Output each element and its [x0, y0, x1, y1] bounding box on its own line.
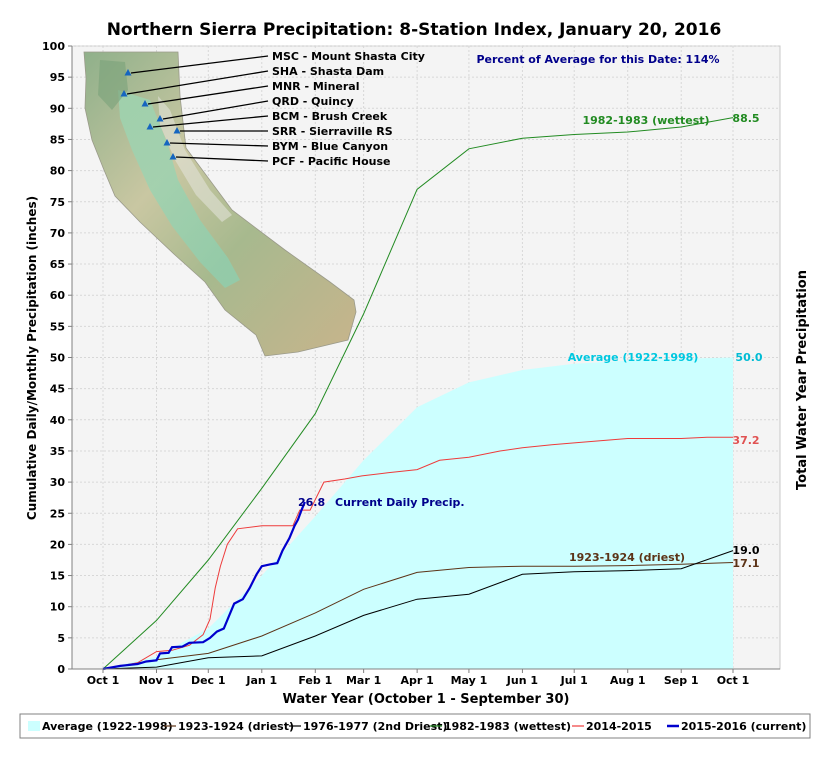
y-tick-label: 80 — [50, 165, 66, 178]
y-axis-right-label: Total Water Year Precipitation — [795, 270, 810, 490]
california-map-inset — [83, 51, 357, 357]
y-tick-label: 15 — [50, 570, 65, 583]
series-name-label: 1982-1983 (wettest) — [582, 114, 709, 127]
x-tick-label: May 1 — [451, 674, 488, 687]
y-tick-label: 30 — [50, 476, 66, 489]
y-tick-label: 10 — [50, 601, 66, 614]
station-leader-line — [126, 70, 269, 95]
station-leader-line — [130, 55, 269, 74]
series-name-label: 1923-1924 (driest) — [569, 551, 685, 564]
y-tick-label: 35 — [50, 445, 65, 458]
legend-label: 1982-1983 (wettest) — [444, 720, 571, 733]
series-end-label: 37.2 — [732, 434, 759, 447]
legend: Average (1922-1998) 1923-1924 (driest) 197… — [19, 713, 811, 739]
x-tick-label: Dec 1 — [191, 674, 226, 687]
y-tick-label: 20 — [50, 538, 66, 551]
percent-of-average: Percent of Average for this Date: 114% — [476, 53, 719, 66]
y-axis: 0 5 10 15 20 25 30 35 40 45 50 55 60 65 70 75 80 85 90 95 10… — [42, 40, 73, 676]
series-end-label: 50.0 — [735, 351, 762, 364]
y-tick-label: 50 — [50, 352, 66, 365]
x-tick-label: Oct 1 — [87, 674, 120, 687]
series-end-label: 88.5 — [732, 112, 759, 125]
station-label: BCM - Brush Creek — [272, 110, 388, 123]
x-tick-label: Sep 1 — [664, 674, 699, 687]
series-line-5 — [102, 501, 306, 671]
x-tick-label: Apr 1 — [400, 674, 433, 687]
station-leader-line — [162, 100, 269, 120]
series-end-label: 19.0 — [732, 544, 759, 557]
station-marker — [141, 100, 149, 107]
legend-label: 2014-2015 — [586, 720, 652, 733]
station-marker — [124, 69, 132, 76]
legend-label: Average (1922-1998) — [42, 720, 173, 733]
station-marker — [120, 90, 128, 97]
station-markers — [120, 69, 181, 160]
x-tick-label: Mar 1 — [346, 674, 381, 687]
series-area-average — [103, 357, 733, 669]
series-end-label: 17.1 — [732, 557, 759, 570]
x-tick-label: Oct 1 — [717, 674, 750, 687]
legend-label: 1976-1977 (2nd Driest) — [303, 720, 447, 733]
x-tick-label: Jul 1 — [560, 674, 588, 687]
y-tick-label: 95 — [50, 71, 65, 84]
legend-label: 2015-2016 (current) — [681, 720, 806, 733]
y-tick-label: 5 — [57, 632, 65, 645]
y-tick-label: 60 — [50, 289, 66, 302]
legend-swatch — [28, 721, 40, 731]
y-tick-label: 70 — [50, 227, 66, 240]
x-tick-label: Jun 1 — [506, 674, 538, 687]
station-marker — [163, 139, 171, 146]
station-label: SHA - Shasta Dam — [272, 65, 384, 78]
x-tick-label: Aug 1 — [610, 674, 646, 687]
series-name-label: Average (1922-1998) — [568, 351, 699, 364]
series-annotations: 50.0 Average (1922-1998) 17.1 1923-1924 (dr… — [298, 112, 763, 570]
x-tick-label: Jan 1 — [245, 674, 277, 687]
y-tick-label: 85 — [50, 133, 65, 146]
y-tick-label: 100 — [42, 40, 65, 53]
station-label: PCF - Pacific House — [272, 155, 390, 168]
series-name-label: Current Daily Precip. — [335, 496, 465, 509]
series-layer — [102, 117, 734, 671]
x-tick-label: Feb 1 — [298, 674, 332, 687]
series-line-2 — [102, 550, 734, 670]
legend-label: 1923-1924 (driest) — [178, 720, 294, 733]
y-tick-label: 45 — [50, 383, 65, 396]
station-marker — [173, 127, 181, 134]
central-valley — [118, 90, 240, 288]
station-label: SRR - Sierraville RS — [272, 125, 393, 138]
station-leader-line — [169, 142, 269, 147]
series-end-label: 26.8 — [298, 496, 325, 509]
x-axis-label: Water Year (October 1 - September 30) — [283, 692, 570, 707]
station-leader-line — [147, 85, 269, 105]
y-tick-label: 0 — [57, 663, 65, 676]
series-line-4 — [102, 436, 733, 670]
station-label: MNR - Mineral — [272, 80, 359, 93]
y-tick-label: 75 — [50, 196, 65, 209]
klamath-mountains — [98, 60, 128, 110]
x-tick-label: Nov 1 — [139, 674, 174, 687]
station-label: MSC - Mount Shasta City — [272, 50, 425, 63]
station-label: BYM - Blue Canyon — [272, 140, 388, 153]
station-marker — [156, 115, 164, 122]
series-line-3 — [102, 117, 734, 670]
station-leader-line — [152, 115, 269, 128]
y-tick-label: 55 — [50, 320, 65, 333]
station-label: QRD - Quincy — [272, 95, 354, 108]
sierra-nevada — [158, 96, 232, 222]
station-labels: MSC - Mount Shasta City SHA - Shasta Dam M… — [126, 50, 425, 168]
station-marker — [146, 123, 154, 130]
y-tick-label: 40 — [50, 414, 66, 427]
series-line-1 — [102, 562, 734, 670]
chart-title: Northern Sierra Precipitation: 8-Station… — [107, 20, 722, 40]
y-axis-label: Cumulative Daily/Monthly Precipitation (… — [25, 196, 39, 520]
y-tick-label: 25 — [50, 507, 65, 520]
x-axis: Oct 1 Nov 1 Dec 1 Jan 1 Feb 1 Mar 1 Apr 1 May 1… — [72, 668, 780, 687]
station-marker — [169, 153, 177, 160]
station-leader-line — [175, 156, 269, 162]
y-tick-label: 65 — [50, 258, 65, 271]
y-tick-label: 90 — [50, 102, 66, 115]
